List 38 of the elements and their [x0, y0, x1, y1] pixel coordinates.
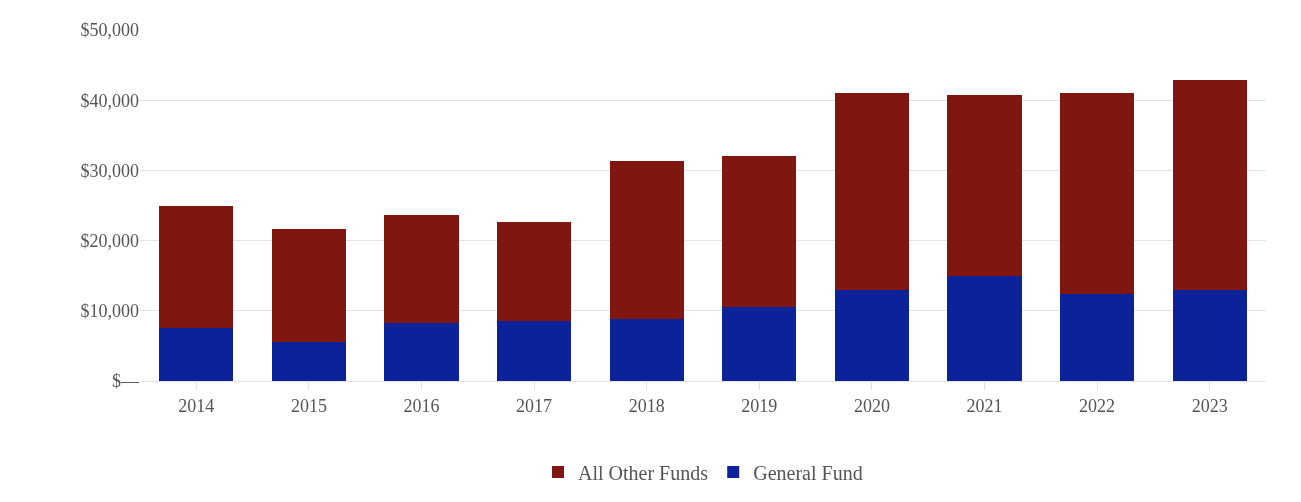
bar: [609, 319, 684, 381]
x-tick-label: 2014: [178, 395, 215, 416]
bar: [834, 289, 910, 381]
x-tick-label: 2023: [1191, 395, 1228, 416]
y-tick-label: $10,000: [80, 301, 139, 322]
x-tick-label: 2021: [966, 395, 1003, 416]
y-tick-label: $30,000: [80, 160, 139, 181]
bar: [1059, 93, 1135, 294]
y-tick-label: $20,000: [80, 230, 139, 251]
y-tick-label: $—: [112, 371, 140, 392]
legend-label: All Other Funds: [578, 461, 709, 484]
bar: [834, 93, 910, 290]
x-tick-label: 2018: [628, 395, 665, 416]
bar: [271, 228, 347, 342]
bar: [496, 221, 572, 322]
bar: [1059, 293, 1135, 381]
x-tick-label: 2019: [741, 395, 778, 416]
bar: [947, 275, 1022, 381]
y-tick-label: $50,000: [80, 20, 139, 41]
bar: [159, 327, 234, 381]
bar: [722, 156, 797, 308]
x-tick-label: 2016: [403, 395, 440, 416]
x-tick-label: 2022: [1079, 395, 1116, 416]
bar: [1172, 79, 1247, 290]
legend-label: General Fund: [753, 461, 863, 484]
x-tick-label: 2020: [853, 395, 890, 416]
x-tick-label: 2015: [290, 395, 327, 416]
bar: [1172, 289, 1247, 381]
bar: [722, 307, 797, 381]
bar: [496, 321, 572, 381]
bar: [271, 341, 347, 381]
bar: [384, 323, 459, 381]
bar: [947, 95, 1022, 276]
bar: [384, 215, 459, 324]
x-tick-label: 2017: [516, 395, 553, 416]
y-tick-label: $40,000: [80, 90, 139, 111]
bar: [159, 205, 234, 328]
bar: [609, 160, 684, 320]
